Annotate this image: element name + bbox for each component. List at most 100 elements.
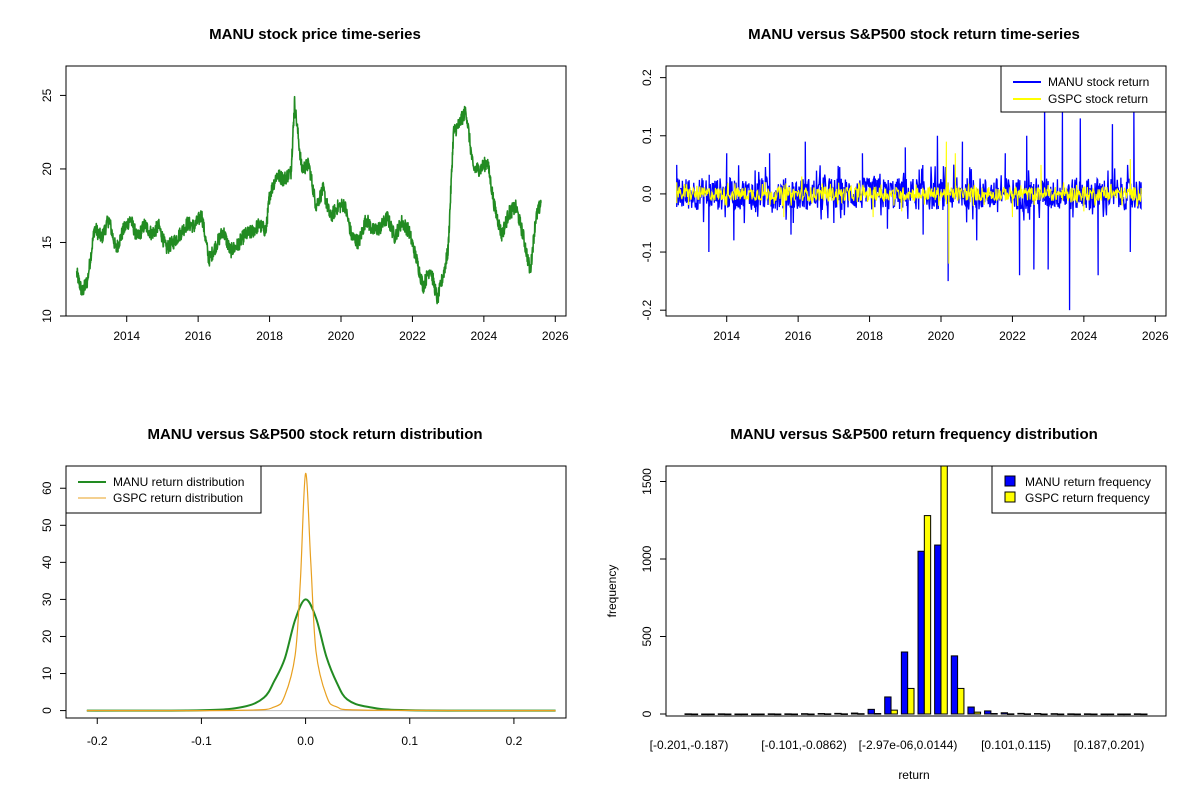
gspc-frequency-bar bbox=[1140, 713, 1148, 716]
manu-frequency-bar bbox=[1034, 713, 1042, 715]
manu-density-line bbox=[86, 598, 556, 712]
legend-label-gspc: GSPC return distribution bbox=[113, 491, 243, 505]
gspc-frequency-bar bbox=[957, 687, 965, 715]
x-tick-label: 2020 bbox=[328, 329, 355, 343]
x-tick-label: 2018 bbox=[856, 329, 883, 343]
gspc-frequency-bar bbox=[740, 713, 749, 716]
manu-frequency-bar bbox=[884, 696, 892, 715]
y-tick-label: 1500 bbox=[640, 468, 654, 495]
manu-frequency-bar bbox=[801, 713, 809, 715]
gspc-frequency-bar bbox=[724, 713, 732, 716]
gspc-frequency-bar bbox=[1090, 713, 1098, 716]
manu-frequency-bar bbox=[751, 713, 759, 716]
x-category-label: [-2.97e-06,0.0144) bbox=[859, 738, 958, 752]
chart-title: MANU versus S&P500 stock return distribu… bbox=[147, 426, 482, 443]
gspc-frequency-bar bbox=[757, 713, 765, 716]
y-tick-label: 500 bbox=[640, 626, 654, 646]
manu-frequency-bar bbox=[967, 706, 975, 715]
gspc-frequency-bar bbox=[690, 713, 699, 716]
x-tick-label: 2020 bbox=[928, 329, 955, 343]
gspc-frequency-bar bbox=[807, 713, 815, 716]
gspc-frequency-bar bbox=[1023, 713, 1032, 715]
price-timeseries-panel: MANU stock price time-series 2014 2016 201… bbox=[40, 26, 569, 343]
gspc-density-line bbox=[86, 472, 556, 712]
manu-frequency-bar bbox=[1017, 712, 1025, 715]
y-tick-label: 1000 bbox=[640, 545, 654, 572]
gspc-frequency-bar bbox=[940, 465, 948, 715]
price-line-series bbox=[75, 95, 542, 305]
legend: MANU return distribution GSPC return dis… bbox=[65, 465, 262, 514]
x-category-label: [0.187,0.201) bbox=[1074, 738, 1145, 752]
chart-title: MANU versus S&P500 stock return time-ser… bbox=[748, 26, 1080, 43]
manu-frequency-bar bbox=[684, 713, 692, 715]
y-tick-label: 10 bbox=[40, 309, 54, 323]
x-tick-label: 2022 bbox=[399, 329, 426, 343]
x-category-label: [-0.101,-0.0862) bbox=[761, 738, 846, 752]
x-tick-label: 2026 bbox=[1142, 329, 1169, 343]
manu-frequency-bar bbox=[767, 713, 776, 715]
y-tick-label: 25 bbox=[40, 88, 54, 102]
legend-label-manu: MANU return frequency bbox=[1025, 475, 1151, 489]
chart-title: MANU stock price time-series bbox=[209, 26, 421, 43]
plot-frame bbox=[665, 465, 1167, 717]
legend: MANU return frequency GSPC return freque… bbox=[991, 465, 1167, 514]
legend-label-gspc: GSPC return frequency bbox=[1025, 491, 1150, 505]
y-tick-label: 0 bbox=[640, 710, 654, 717]
x-tick-label: 2016 bbox=[785, 329, 812, 343]
manu-frequency-bar bbox=[817, 713, 825, 715]
gspc-frequency-bar bbox=[1056, 713, 1065, 716]
legend-label-manu: MANU stock return bbox=[1048, 75, 1149, 89]
manu-frequency-bar bbox=[1100, 713, 1108, 716]
legend-swatch-gspc bbox=[1004, 491, 1016, 503]
gspc-frequency-bar bbox=[1073, 713, 1081, 716]
manu-frequency-bar bbox=[1117, 713, 1125, 716]
manu-frequency-bar bbox=[717, 713, 726, 715]
manu-frequency-bar bbox=[950, 655, 959, 715]
y-tick-label: 20 bbox=[40, 629, 54, 643]
x-tick-label: 2014 bbox=[113, 329, 140, 343]
legend-label-gspc: GSPC stock return bbox=[1048, 92, 1148, 106]
y-tick-label: -0.2 bbox=[640, 300, 654, 321]
gspc-frequency-bar bbox=[973, 711, 982, 715]
gspc-frequency-bar bbox=[1106, 713, 1115, 716]
y-tick-label: 10 bbox=[40, 667, 54, 681]
x-tick-label: 2016 bbox=[185, 329, 212, 343]
y-tick-label: 20 bbox=[40, 162, 54, 176]
x-category-label: [-0.201,-0.187) bbox=[650, 738, 729, 752]
gspc-frequency-bar bbox=[890, 709, 898, 715]
legend: MANU stock return GSPC stock return bbox=[1000, 65, 1167, 113]
gspc-frequency-bar bbox=[907, 687, 915, 715]
gspc-frequency-bar bbox=[990, 713, 998, 715]
gspc-frequency-bar bbox=[790, 713, 799, 716]
manu-frequency-bar bbox=[984, 710, 992, 715]
manu-frequency-bar bbox=[834, 712, 842, 715]
y-tick-label: -0.1 bbox=[640, 241, 654, 262]
x-tick-label: 2018 bbox=[256, 329, 283, 343]
x-category-label: [0.101,0.115) bbox=[981, 738, 1051, 752]
y-tick-label: 0.2 bbox=[640, 69, 654, 86]
y-tick-label: 60 bbox=[40, 481, 54, 495]
x-tick-label: 2024 bbox=[1071, 329, 1098, 343]
gspc-frequency-bar bbox=[774, 713, 782, 716]
legend-label-manu: MANU return distribution bbox=[113, 475, 244, 489]
manu-frequency-bar bbox=[1067, 713, 1075, 715]
gspc-return-series bbox=[676, 141, 1142, 264]
manu-frequency-bar bbox=[867, 708, 875, 715]
y-tick-label: 0.1 bbox=[640, 127, 654, 144]
chart-title: MANU versus S&P500 return frequency dist… bbox=[730, 426, 1098, 443]
x-tick-label: 2014 bbox=[713, 329, 740, 343]
y-tick-label: 40 bbox=[40, 555, 54, 569]
gspc-frequency-bar bbox=[923, 515, 932, 715]
manu-frequency-bar bbox=[784, 713, 792, 715]
gspc-frequency-bar bbox=[707, 713, 715, 716]
manu-frequency-bar bbox=[701, 713, 709, 716]
y-tick-label: 30 bbox=[40, 592, 54, 606]
gspc-frequency-bar bbox=[1123, 713, 1131, 716]
y-tick-label: 0.0 bbox=[640, 185, 654, 202]
gspc-frequency-bar bbox=[823, 713, 832, 715]
manu-frequency-bar bbox=[1083, 713, 1092, 715]
x-tick-label: 2026 bbox=[542, 329, 569, 343]
manu-frequency-bar bbox=[850, 712, 859, 715]
gspc-frequency-bar bbox=[1040, 713, 1048, 716]
